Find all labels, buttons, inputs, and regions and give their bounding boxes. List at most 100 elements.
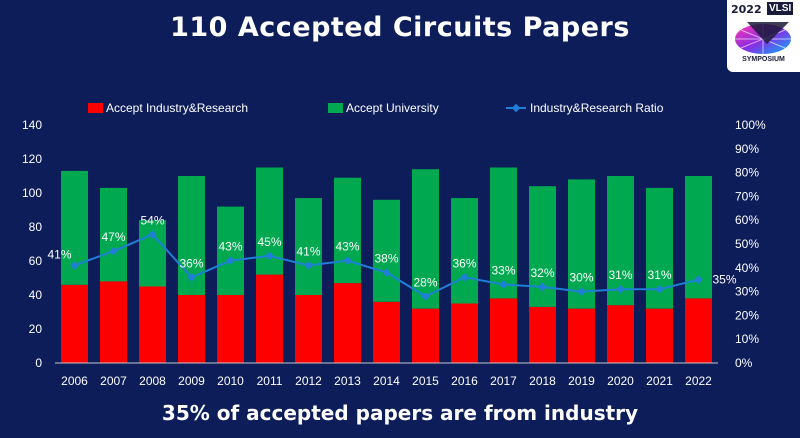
ratio-point (109, 246, 118, 256)
ratio-line-group (70, 230, 703, 301)
bar-industry (646, 308, 673, 363)
y-axis-left: 0 20 40 60 80 100 120 140 (22, 118, 42, 370)
ratio-data-label: 54% (140, 213, 164, 227)
page-subtitle: 35% of accepted papers are from industry (161, 401, 639, 425)
ratio-point (382, 268, 391, 277)
page-title: 110 Accepted Circuits Papers (170, 12, 630, 43)
bar-university (295, 198, 322, 295)
bar-industry (295, 295, 322, 363)
ratio-data-label: 30% (569, 271, 593, 285)
ratio-data-label: 35% (713, 273, 737, 287)
bar-university (412, 169, 439, 309)
x-tick-label: 2021 (646, 374, 673, 388)
ratio-data-label: 41% (47, 247, 71, 261)
ratio-data-label: 36% (452, 256, 476, 270)
logo-year: 2022 (731, 3, 762, 16)
ratio-data-label: 28% (413, 275, 437, 289)
x-tick-label: 2014 (373, 374, 400, 388)
x-tick-label: 2020 (607, 374, 634, 388)
bar-university (568, 179, 595, 309)
x-tick-label: 2009 (178, 374, 205, 388)
y2-tick-label: 40% (735, 261, 759, 275)
x-tick-label: 2015 (412, 374, 439, 388)
bar-university (139, 220, 166, 287)
ratio-data-label: 38% (374, 252, 398, 266)
ratio-data-label: 33% (491, 263, 515, 277)
bar-university (100, 187, 127, 282)
ratio-data-label: 47% (101, 230, 125, 244)
y2-tick-label: 60% (735, 213, 759, 227)
ratio-point (187, 273, 196, 282)
ratio-point (148, 230, 157, 239)
ratio-point (694, 275, 703, 284)
ratio-point (577, 287, 586, 296)
x-tick-label: 2017 (490, 374, 517, 388)
x-axis: 2006 2007 2008 2009 2010 2011 2012 2013 2014 2015… (61, 374, 712, 388)
ratio-data-label: 31% (608, 268, 632, 282)
y-tick-label: 40 (29, 288, 43, 302)
bar-industry (490, 298, 517, 363)
x-tick-label: 2011 (257, 374, 283, 388)
y-tick-label: 100 (22, 186, 42, 200)
y2-tick-label: 0% (735, 356, 753, 370)
chart-legend: Accept Industry&Research Accept Universit… (88, 101, 664, 115)
x-tick-label: 2007 (100, 374, 127, 388)
y2-tick-label: 70% (735, 189, 759, 203)
ratio-data-label: 41% (296, 244, 320, 258)
x-tick-label: 2013 (334, 374, 361, 388)
ratio-point (265, 251, 274, 261)
bar-university (490, 167, 517, 299)
ratio-point (655, 284, 664, 294)
x-tick-label: 2022 (685, 374, 712, 388)
logo-globe-icon (735, 22, 791, 54)
legend-label-industry: Accept Industry&Research (106, 101, 248, 115)
ratio-data-label: 31% (647, 268, 671, 282)
bar-industry (685, 298, 712, 363)
x-tick-label: 2018 (529, 374, 556, 388)
y-tick-label: 80 (29, 220, 43, 234)
y2-tick-label: 20% (735, 308, 759, 322)
ratio-point (226, 256, 235, 265)
bar-industry (529, 306, 556, 363)
bar-industry (139, 286, 166, 363)
ratio-data-label: 32% (530, 266, 554, 280)
bar-industry (568, 308, 595, 363)
bar-industry (178, 295, 205, 363)
bar-industry (412, 308, 439, 363)
bar-university (373, 199, 400, 302)
ratio-data-label: 36% (179, 256, 203, 270)
bar-industry (100, 281, 127, 363)
x-tick-label: 2012 (295, 374, 322, 388)
ratio-data-label: 45% (257, 235, 281, 249)
bar-university (334, 177, 361, 284)
x-tick-label: 2016 (451, 374, 478, 388)
logo-label: SYMPOSIUM (742, 56, 785, 63)
y2-tick-label: 30% (735, 285, 759, 299)
y2-tick-label: 10% (735, 332, 759, 346)
bar-university (217, 206, 244, 295)
ratio-point (460, 273, 469, 282)
ratio-point (538, 282, 547, 292)
x-tick-label: 2006 (61, 374, 88, 388)
legend-marker-ratio (511, 103, 521, 113)
y2-tick-label: 50% (735, 237, 759, 251)
ratio-point (343, 256, 352, 265)
y-tick-label: 120 (22, 152, 42, 166)
ratio-point (616, 284, 625, 294)
vlsi-symposium-logo: 2022 VLSI SYMPOSIUM (727, 0, 800, 72)
bar-industry (256, 274, 283, 363)
legend-swatch-industry (88, 103, 103, 113)
ratio-data-label: 43% (335, 240, 359, 254)
bar-industry (334, 283, 361, 363)
y2-tick-label: 100% (735, 118, 766, 132)
ratio-point (499, 280, 508, 289)
bar-industry (61, 284, 88, 363)
y-tick-label: 20 (29, 322, 43, 336)
bar-industry (607, 305, 634, 363)
y2-tick-label: 90% (735, 142, 759, 156)
logo-name: VLSI (767, 2, 794, 15)
y-tick-label: 0 (35, 356, 42, 370)
x-tick-label: 2008 (139, 374, 166, 388)
legend-label-ratio: Industry&Research Ratio (530, 101, 664, 115)
